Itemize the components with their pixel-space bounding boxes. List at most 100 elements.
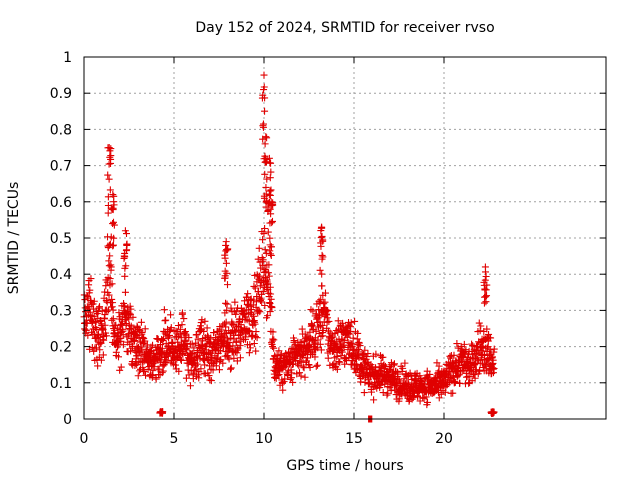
data-point xyxy=(219,321,227,329)
data-point xyxy=(287,366,295,374)
data-point xyxy=(216,323,224,331)
data-point xyxy=(490,345,498,353)
data-point xyxy=(229,342,237,350)
data-point xyxy=(329,333,337,341)
data-point xyxy=(435,394,443,402)
data-point xyxy=(349,334,357,342)
data-point xyxy=(227,365,235,373)
data-point xyxy=(372,350,380,358)
data-point xyxy=(139,367,147,375)
y-tick-label: 0.9 xyxy=(50,86,72,102)
data-point xyxy=(299,353,307,361)
data-point xyxy=(317,332,325,340)
data-point xyxy=(316,299,324,307)
data-point xyxy=(110,201,118,209)
data-point xyxy=(110,218,118,226)
data-point xyxy=(84,331,92,339)
data-point xyxy=(222,299,230,307)
data-point xyxy=(198,316,206,324)
data-point xyxy=(268,304,276,312)
data-point xyxy=(123,241,131,249)
data-point xyxy=(267,295,275,303)
data-point xyxy=(394,375,402,383)
data-point xyxy=(263,175,271,183)
data-point xyxy=(321,298,329,306)
data-point xyxy=(470,371,478,379)
data-point xyxy=(217,347,225,355)
data-point xyxy=(269,335,277,343)
data-point xyxy=(245,327,253,335)
data-point xyxy=(90,297,98,305)
data-point xyxy=(245,349,253,357)
data-point xyxy=(312,362,320,370)
data-point xyxy=(97,356,105,364)
data-point xyxy=(266,241,274,249)
data-point xyxy=(252,347,260,355)
data-point xyxy=(115,353,123,361)
data-point xyxy=(107,263,115,271)
data-point xyxy=(98,307,106,315)
data-point xyxy=(306,363,314,371)
data-point xyxy=(99,325,107,333)
data-point xyxy=(105,175,113,183)
data-point xyxy=(260,71,268,79)
data-point xyxy=(265,154,273,162)
data-point xyxy=(356,342,364,350)
data-point xyxy=(222,247,230,255)
data-point xyxy=(108,280,116,288)
data-point xyxy=(104,171,112,179)
data-point xyxy=(179,309,187,317)
data-point xyxy=(203,324,211,332)
data-point xyxy=(279,386,287,394)
data-point xyxy=(477,322,485,330)
data-point xyxy=(314,336,322,344)
data-point xyxy=(287,349,295,357)
data-point xyxy=(316,312,324,320)
data-point xyxy=(315,329,323,337)
data-point xyxy=(116,366,124,374)
data-point xyxy=(119,341,127,349)
data-point xyxy=(260,194,268,202)
data-point xyxy=(221,274,229,282)
data-point xyxy=(308,321,316,329)
y-tick-label: 0.5 xyxy=(50,231,72,247)
data-point xyxy=(215,366,223,374)
data-point xyxy=(262,183,270,191)
data-point xyxy=(390,360,398,368)
data-point xyxy=(157,408,165,416)
data-point xyxy=(225,339,233,347)
y-tick-label: 0 xyxy=(63,412,72,428)
data-point xyxy=(200,327,208,335)
data-point xyxy=(401,359,409,367)
data-point xyxy=(299,363,307,371)
data-point xyxy=(212,362,220,370)
data-point xyxy=(318,232,326,240)
data-point xyxy=(266,308,274,316)
data-point xyxy=(300,364,308,372)
data-point xyxy=(354,329,362,337)
data-point xyxy=(265,261,273,269)
y-tick-label: 0.3 xyxy=(50,303,72,319)
data-point xyxy=(260,230,268,238)
data-point xyxy=(223,281,231,289)
data-point xyxy=(210,329,218,337)
data-point xyxy=(92,344,100,352)
data-point xyxy=(314,361,322,369)
data-point xyxy=(256,282,264,290)
data-point xyxy=(340,337,348,345)
data-point xyxy=(490,364,498,372)
data-point xyxy=(193,360,201,368)
data-point xyxy=(105,160,113,168)
data-point xyxy=(122,247,130,255)
data-point xyxy=(186,382,194,390)
data-point xyxy=(233,357,241,365)
data-point xyxy=(180,315,188,323)
data-point xyxy=(246,302,254,310)
data-point xyxy=(379,353,387,361)
x-tick-label: 10 xyxy=(255,431,273,447)
data-point xyxy=(296,369,303,377)
data-point xyxy=(305,342,313,350)
data-point xyxy=(252,328,260,336)
data-point xyxy=(223,352,231,360)
data-point xyxy=(194,335,202,343)
